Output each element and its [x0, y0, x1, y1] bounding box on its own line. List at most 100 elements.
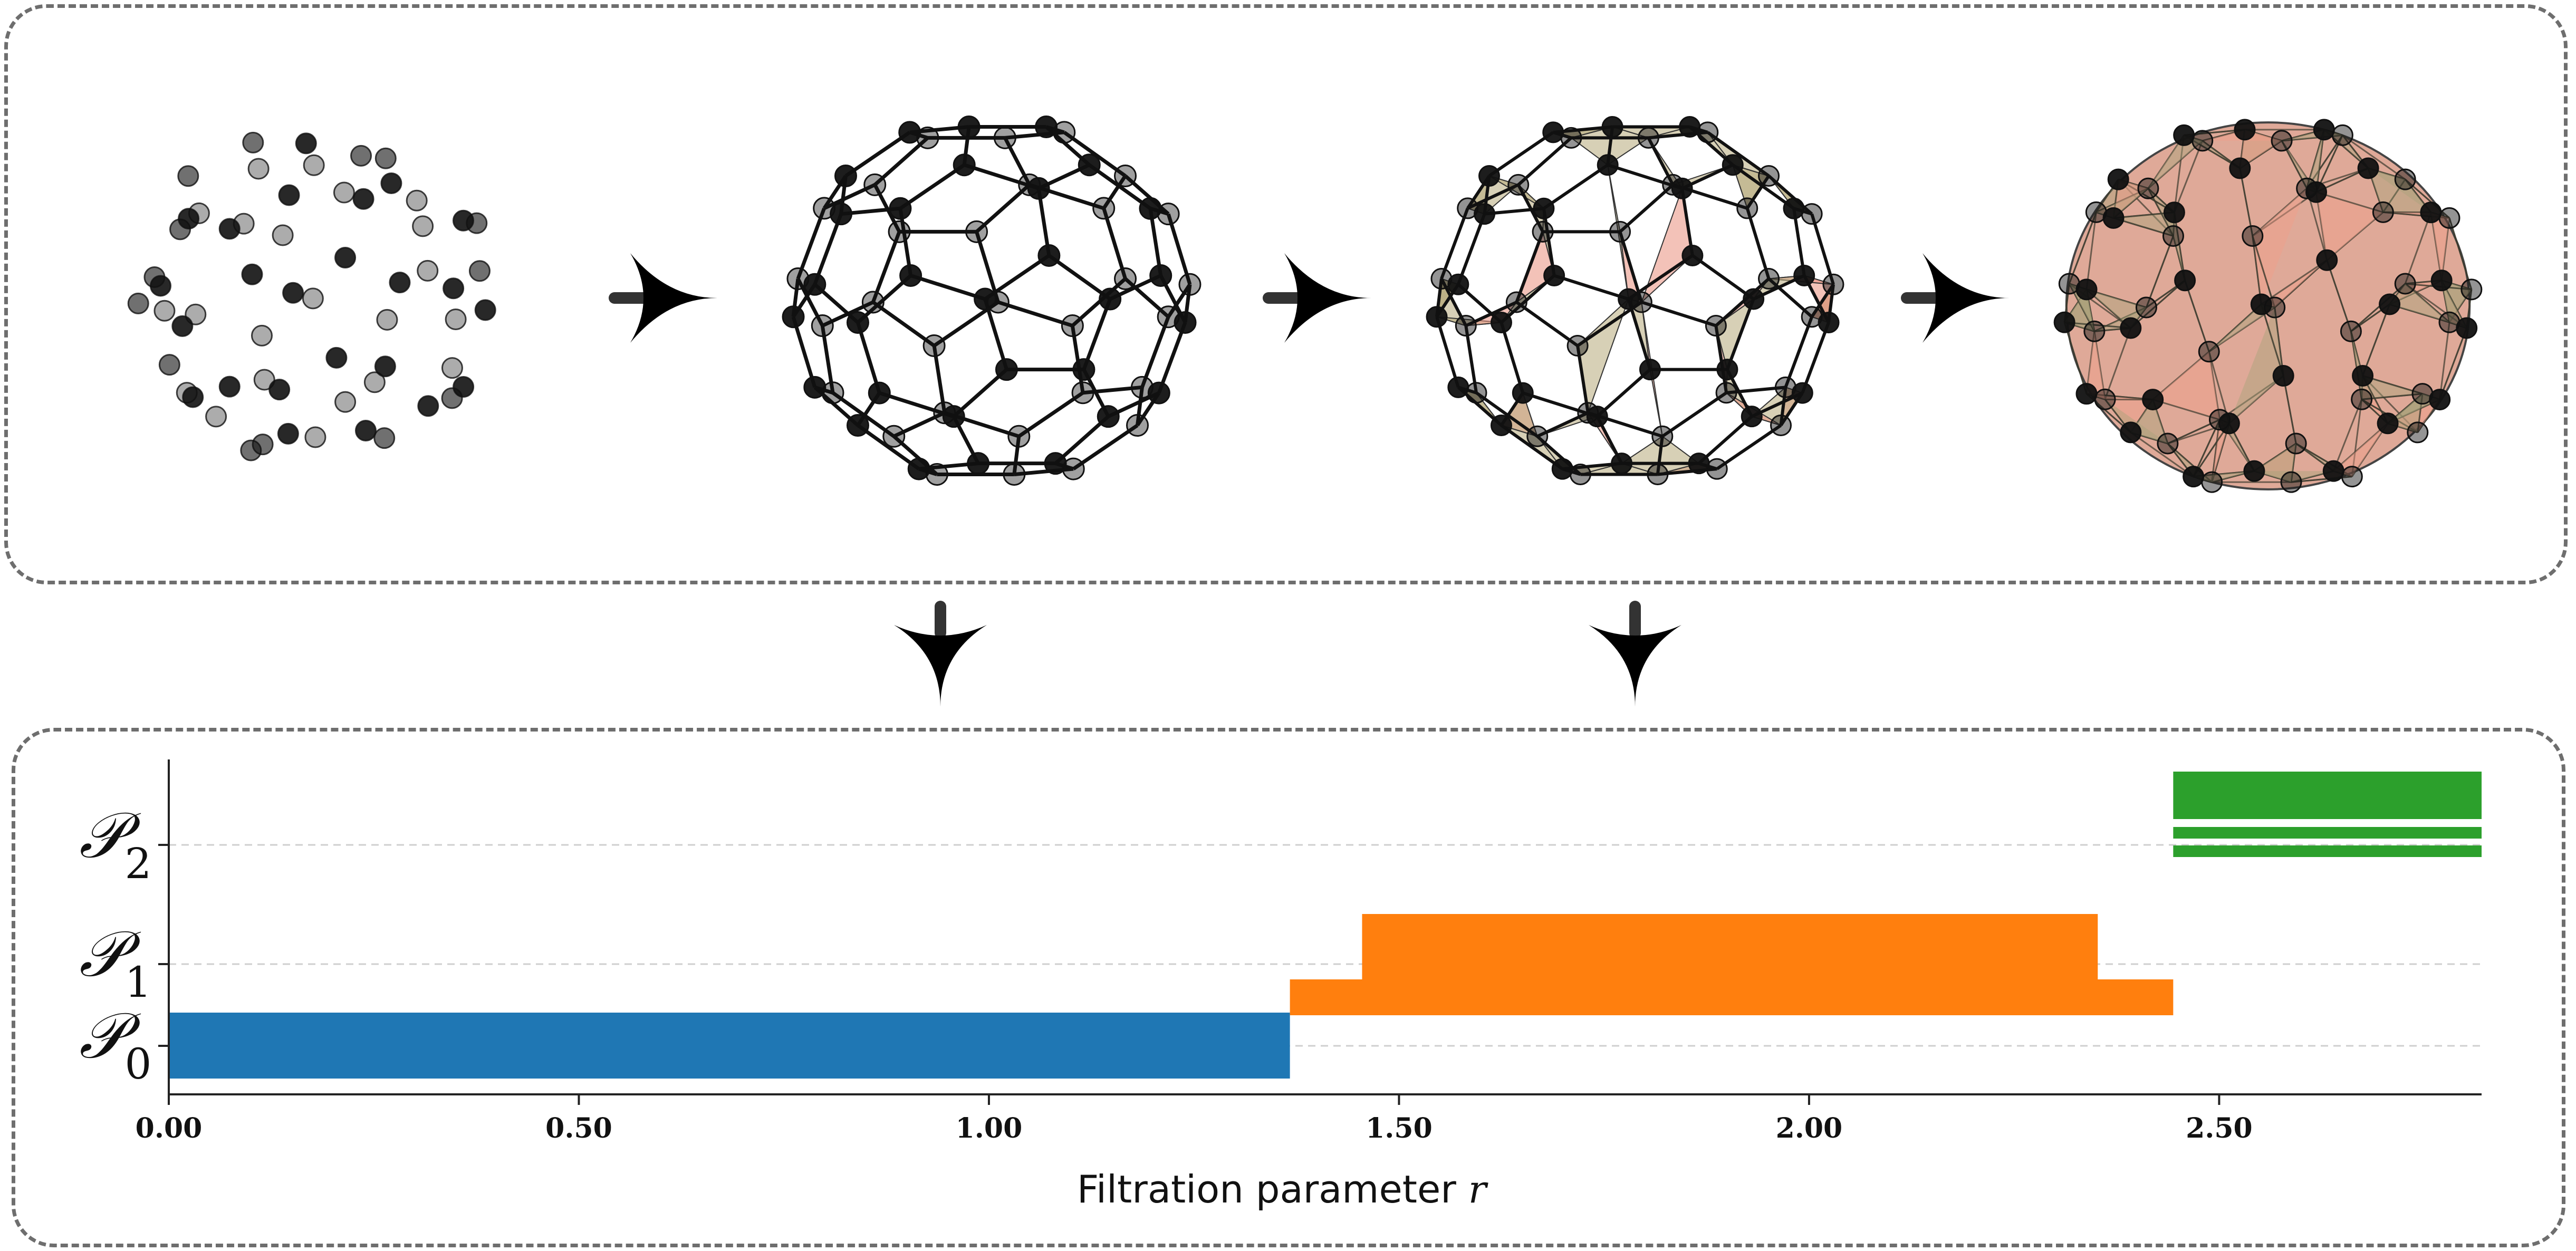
graph-vertex: [1099, 287, 1122, 311]
complex-vertex: [2357, 157, 2379, 179]
complex-vertex: [2201, 471, 2223, 493]
graph-vertex: [830, 203, 853, 226]
graph-vertex: [957, 116, 981, 139]
complex-vertex: [1715, 382, 1737, 404]
complex-vertex: [2394, 273, 2416, 295]
complex-vertex: [2163, 201, 2185, 224]
complex-edge: [1745, 208, 1771, 280]
complex-vertex: [2420, 201, 2442, 224]
complex-vertex: [1722, 154, 1744, 176]
graph-edge: [1017, 391, 1084, 438]
graph-vertex: [953, 153, 976, 177]
barcode-panel: [12, 728, 2565, 1247]
complex-vertex: [1791, 382, 1813, 404]
complex-vertex: [2120, 421, 2142, 444]
complex-edge: [2342, 134, 2406, 180]
complex-vertex: [1542, 121, 1564, 143]
simplex-face: [2229, 307, 2284, 424]
complex-edge: [1457, 213, 1486, 285]
complex-vertex: [1662, 174, 1684, 196]
point-marker: [277, 422, 299, 445]
graph-vertex: [803, 273, 826, 296]
graph-edge: [857, 424, 920, 470]
complex-vertex: [1705, 315, 1727, 337]
complex-edge: [2351, 399, 2363, 477]
graph-edge: [796, 277, 824, 327]
graph-vertex: [1078, 153, 1101, 177]
point-marker: [417, 395, 439, 417]
point-marker: [268, 379, 291, 401]
complex-vertex: [1741, 406, 1763, 428]
complex-vertex: [1465, 382, 1487, 404]
complex-edge: [1746, 175, 1771, 209]
point-marker: [205, 406, 227, 428]
point-marker: [171, 315, 194, 337]
complex-vertex: [2316, 249, 2338, 271]
graph-vertex: [889, 197, 912, 220]
complex-vertex: [1560, 127, 1582, 149]
graph-vertex: [1114, 267, 1137, 291]
graph-edge: [1071, 277, 1127, 328]
x-axis-label: Filtration parameter r: [1077, 1167, 1488, 1211]
complex-vertex: [1597, 154, 1619, 176]
graph-edge: [791, 316, 817, 388]
complex-vertex: [1736, 197, 1758, 219]
point-marker: [376, 309, 398, 331]
graph-vertex: [899, 264, 922, 287]
complex-vertex: [2296, 177, 2318, 199]
complex-edge: [2362, 375, 2418, 433]
complex-vertex: [1586, 406, 1608, 428]
complex-edge: [1440, 278, 1467, 326]
graph-vertex: [995, 358, 1018, 381]
point-marker: [373, 427, 396, 449]
point-marker: [153, 300, 176, 322]
complex-vertex: [2430, 270, 2453, 292]
graph-edge: [813, 213, 843, 285]
point-marker: [468, 260, 491, 282]
complex-vertex: [1490, 415, 1512, 437]
complex-vertex: [1601, 116, 1623, 138]
complex-vertex: [2075, 383, 2098, 405]
simplex-face: [2254, 471, 2334, 483]
complex-vertex: [1551, 458, 1573, 480]
point-marker: [247, 158, 270, 180]
complex-vertex: [2162, 225, 2184, 247]
point-marker: [474, 299, 496, 321]
point-marker: [303, 154, 325, 176]
point-marker: [443, 277, 465, 300]
point-marker: [218, 218, 241, 240]
x-tick-label: 1.50: [1366, 1112, 1433, 1144]
graph-vertex: [782, 305, 805, 329]
simplex-face: [2333, 423, 2388, 477]
y-series-subscript: 0: [125, 1040, 152, 1089]
graph-vertex: [1072, 358, 1095, 381]
arrow-down-icon: [894, 601, 987, 707]
complex-edge: [2405, 283, 2467, 329]
graph-vertex: [861, 291, 885, 314]
complex-edge: [2228, 375, 2284, 424]
graph-vertex: [1035, 116, 1058, 139]
point-marker: [350, 145, 372, 167]
complex-edge: [1500, 274, 1555, 324]
complex-edge: [2173, 135, 2185, 213]
simplex-face: [2361, 376, 2423, 400]
complex-vertex: [2218, 412, 2240, 435]
complex-vertex: [1533, 197, 1555, 219]
graph-vertex: [1044, 452, 1067, 475]
graph-vertex: [1053, 121, 1076, 144]
complex-edge: [2184, 280, 2210, 352]
graph-vertex: [907, 457, 930, 480]
complex-edge: [1656, 436, 1664, 475]
complex-edge: [2146, 235, 2174, 308]
complex-vertex: [2372, 201, 2394, 223]
point-marker: [354, 419, 377, 441]
complex-vertex: [2351, 388, 2373, 410]
graph-vertex: [1007, 425, 1031, 448]
complex-edge: [2118, 178, 2175, 214]
complex-edge: [1475, 391, 1539, 438]
complex-edge: [2063, 322, 2088, 394]
complex-vertex: [1455, 315, 1477, 337]
